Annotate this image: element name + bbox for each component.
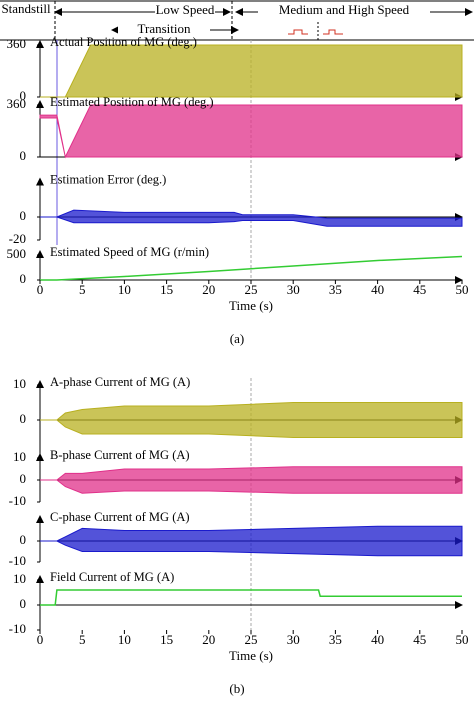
signal-band — [40, 525, 463, 557]
x-tick-label: 40 — [371, 282, 384, 297]
y-tick-label: 10 — [13, 376, 26, 391]
x-tick-label: 45 — [413, 632, 426, 647]
y-tick-label: 0 — [20, 411, 27, 426]
y-tick-label: 500 — [7, 246, 27, 261]
subplot-title: Actual Position of MG (deg.) — [50, 35, 197, 49]
y-tick-label: -10 — [9, 621, 26, 636]
x-tick-label: 15 — [160, 282, 173, 297]
x-tick-label: 5 — [79, 632, 86, 647]
x-tick-label: 0 — [37, 632, 44, 647]
y-tick-label: 0 — [20, 88, 27, 103]
subplot-title: Field Current of MG (A) — [50, 570, 174, 584]
x-axis-label: Time (s) — [229, 648, 273, 663]
subplot-title: A-phase Current of MG (A) — [50, 375, 190, 389]
y-tick-label: 0 — [20, 471, 27, 486]
phase-header: Standstill Low Speed Transition Medium a… — [0, 0, 474, 41]
subplot-title: Estimated Speed of MG (r/min) — [50, 245, 209, 259]
x-tick-label: 50 — [456, 632, 469, 647]
x-tick-label: 35 — [329, 632, 342, 647]
x-tick-label: 45 — [413, 282, 426, 297]
subplot-title: Estimation Error (deg.) — [50, 172, 166, 186]
signal-band — [40, 44, 463, 98]
y-tick-label: 360 — [7, 36, 27, 51]
x-tick-label: 40 — [371, 632, 384, 647]
subplot-title: Estimated Position of MG (deg.) — [50, 95, 214, 109]
x-tick-label: 5 — [79, 282, 86, 297]
y-tick-label: 0 — [20, 148, 27, 163]
signal-band — [39, 104, 463, 159]
x-tick-label: 10 — [118, 282, 131, 297]
y-tick-label: 10 — [13, 449, 26, 464]
x-tick-label: 10 — [118, 632, 131, 647]
phase-label: Transition — [138, 21, 191, 36]
x-tick-label: 30 — [287, 632, 300, 647]
x-tick-label: 25 — [245, 282, 258, 297]
y-tick-label: 0 — [20, 532, 27, 547]
phase-label: Medium and High Speed — [279, 2, 410, 17]
y-tick-label: 0 — [20, 596, 27, 611]
signal-band — [40, 402, 463, 438]
phase-label: Low Speed — [156, 2, 215, 17]
y-tick-label: 10 — [13, 571, 26, 586]
y-tick-label: -10 — [9, 553, 26, 568]
x-tick-label: 15 — [160, 632, 173, 647]
x-tick-label: 20 — [202, 632, 215, 647]
x-tick-label: 35 — [329, 282, 342, 297]
subplot-title: C-phase Current of MG (A) — [50, 510, 190, 524]
phase-label: Standstill — [1, 1, 51, 16]
signal-band — [40, 209, 463, 227]
signal-line — [40, 589, 462, 606]
x-tick-label: 25 — [245, 632, 258, 647]
y-tick-label: 360 — [7, 96, 27, 111]
y-tick-label: -10 — [9, 493, 26, 508]
subplot-title: B-phase Current of MG (A) — [50, 448, 190, 462]
y-tick-label: 0 — [20, 271, 27, 286]
x-tick-label: 20 — [202, 282, 215, 297]
panel-label: (a) — [230, 331, 244, 346]
signal-band — [40, 466, 463, 494]
x-axis-label: Time (s) — [229, 298, 273, 313]
x-tick-label: 30 — [287, 282, 300, 297]
panel-label: (b) — [229, 681, 244, 696]
x-tick-label: 50 — [456, 282, 469, 297]
y-tick-label: -20 — [9, 231, 26, 246]
x-tick-label: 0 — [37, 282, 44, 297]
y-tick-label: 0 — [20, 208, 27, 223]
signal-line — [40, 255, 463, 281]
